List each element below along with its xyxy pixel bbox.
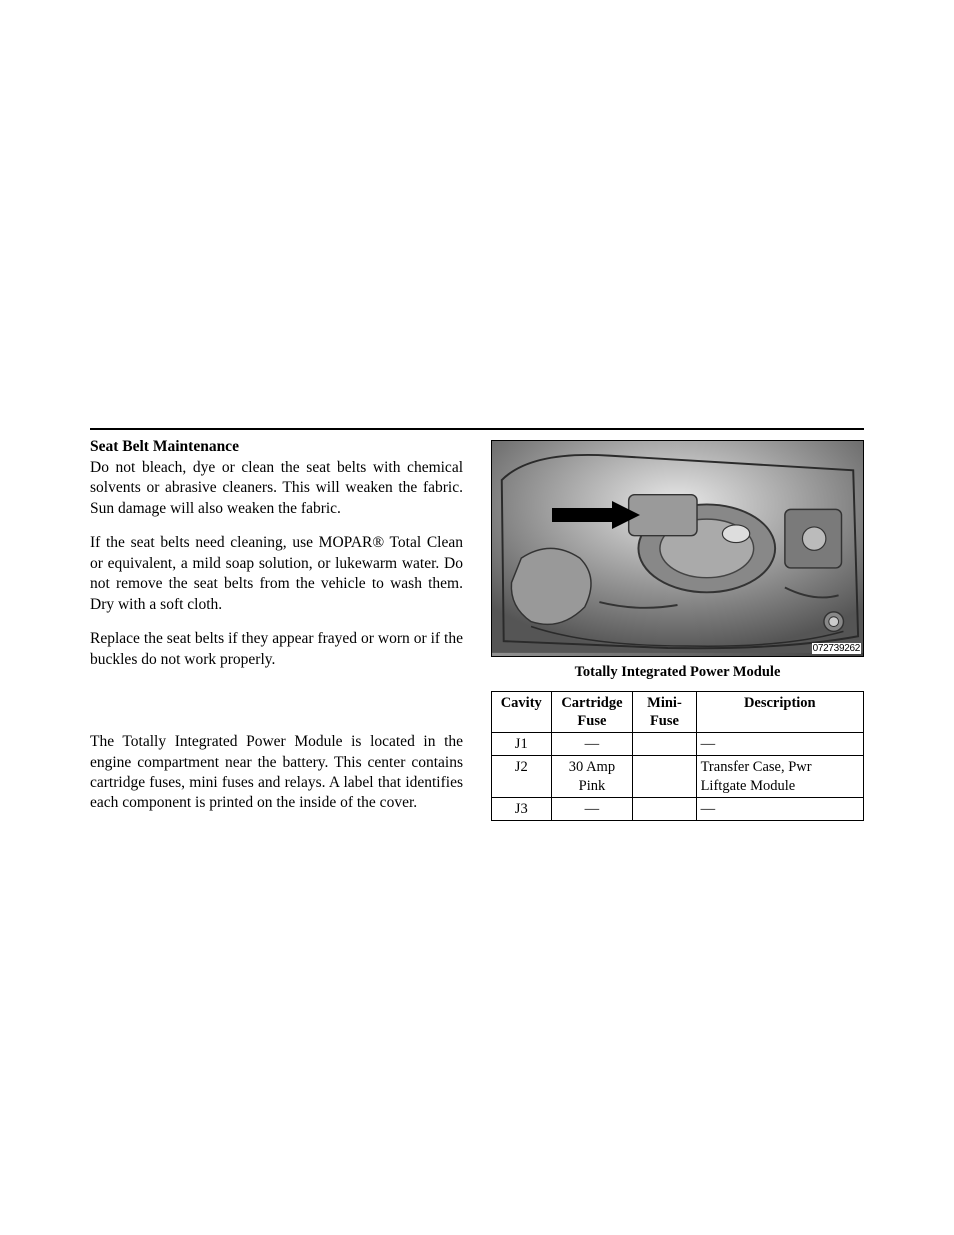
cell-cavity: J3 [492,797,552,820]
cell-cartridge: — [551,797,633,820]
col-header-cartridge: Cartridge Fuse [551,692,633,733]
cell-cavity: J1 [492,733,552,756]
cell-cavity: J2 [492,756,552,797]
table-row: J2 30 Amp Pink Transfer Case, Pwr Liftga… [492,756,864,797]
section-heading: Seat Belt Maintenance [90,438,463,456]
arrow-body [552,508,612,522]
cell-mini [633,797,696,820]
col-header-cartridge-l2: Fuse [577,713,606,729]
cell-cartridge: 30 Amp Pink [551,756,633,797]
paragraph: If the seat belts need cleaning, use MOP… [90,533,463,615]
table-header-row: Cavity Cartridge Fuse Mini- Fuse Descrip… [492,692,864,733]
table-row: J3 — — [492,797,864,820]
cell-mini [633,756,696,797]
col-header-cartridge-l1: Cartridge [561,695,622,711]
two-column-layout: Seat Belt Maintenance Do not bleach, dye… [90,438,864,821]
paragraph: The Totally Integrated Power Module is l… [90,732,463,814]
table-header: Cavity Cartridge Fuse Mini- Fuse Descrip… [492,692,864,733]
table-body: J1 — — J2 30 Amp Pink Transfer Case, Pwr… [492,733,864,821]
cell-description: — [696,797,863,820]
cell-description: — [696,733,863,756]
left-column: Seat Belt Maintenance Do not bleach, dye… [90,438,463,821]
engine-compartment-figure: 072739262 [491,440,864,657]
page: Seat Belt Maintenance Do not bleach, dye… [0,0,954,861]
spacer [90,684,463,732]
col-header-mini-l2: Fuse [650,713,679,729]
engine-illustration [492,441,863,653]
horizontal-rule [90,428,864,430]
figure-caption: Totally Integrated Power Module [491,664,864,681]
col-header-description: Description [696,692,863,733]
col-header-mini: Mini- Fuse [633,692,696,733]
col-header-cavity: Cavity [492,692,552,733]
cell-description: Transfer Case, Pwr Liftgate Module [696,756,863,797]
pointer-arrow-icon [552,501,642,529]
arrow-head [612,501,640,529]
col-header-mini-l1: Mini- [647,695,682,711]
fuse-table: Cavity Cartridge Fuse Mini- Fuse Descrip… [491,691,864,821]
cell-mini [633,733,696,756]
image-id-label: 072739262 [812,643,861,654]
right-column: 072739262 Totally Integrated Power Modul… [491,438,864,821]
paragraph: Replace the seat belts if they appear fr… [90,629,463,670]
cell-cartridge: — [551,733,633,756]
paragraph: Do not bleach, dye or clean the seat bel… [90,458,463,519]
table-row: J1 — — [492,733,864,756]
